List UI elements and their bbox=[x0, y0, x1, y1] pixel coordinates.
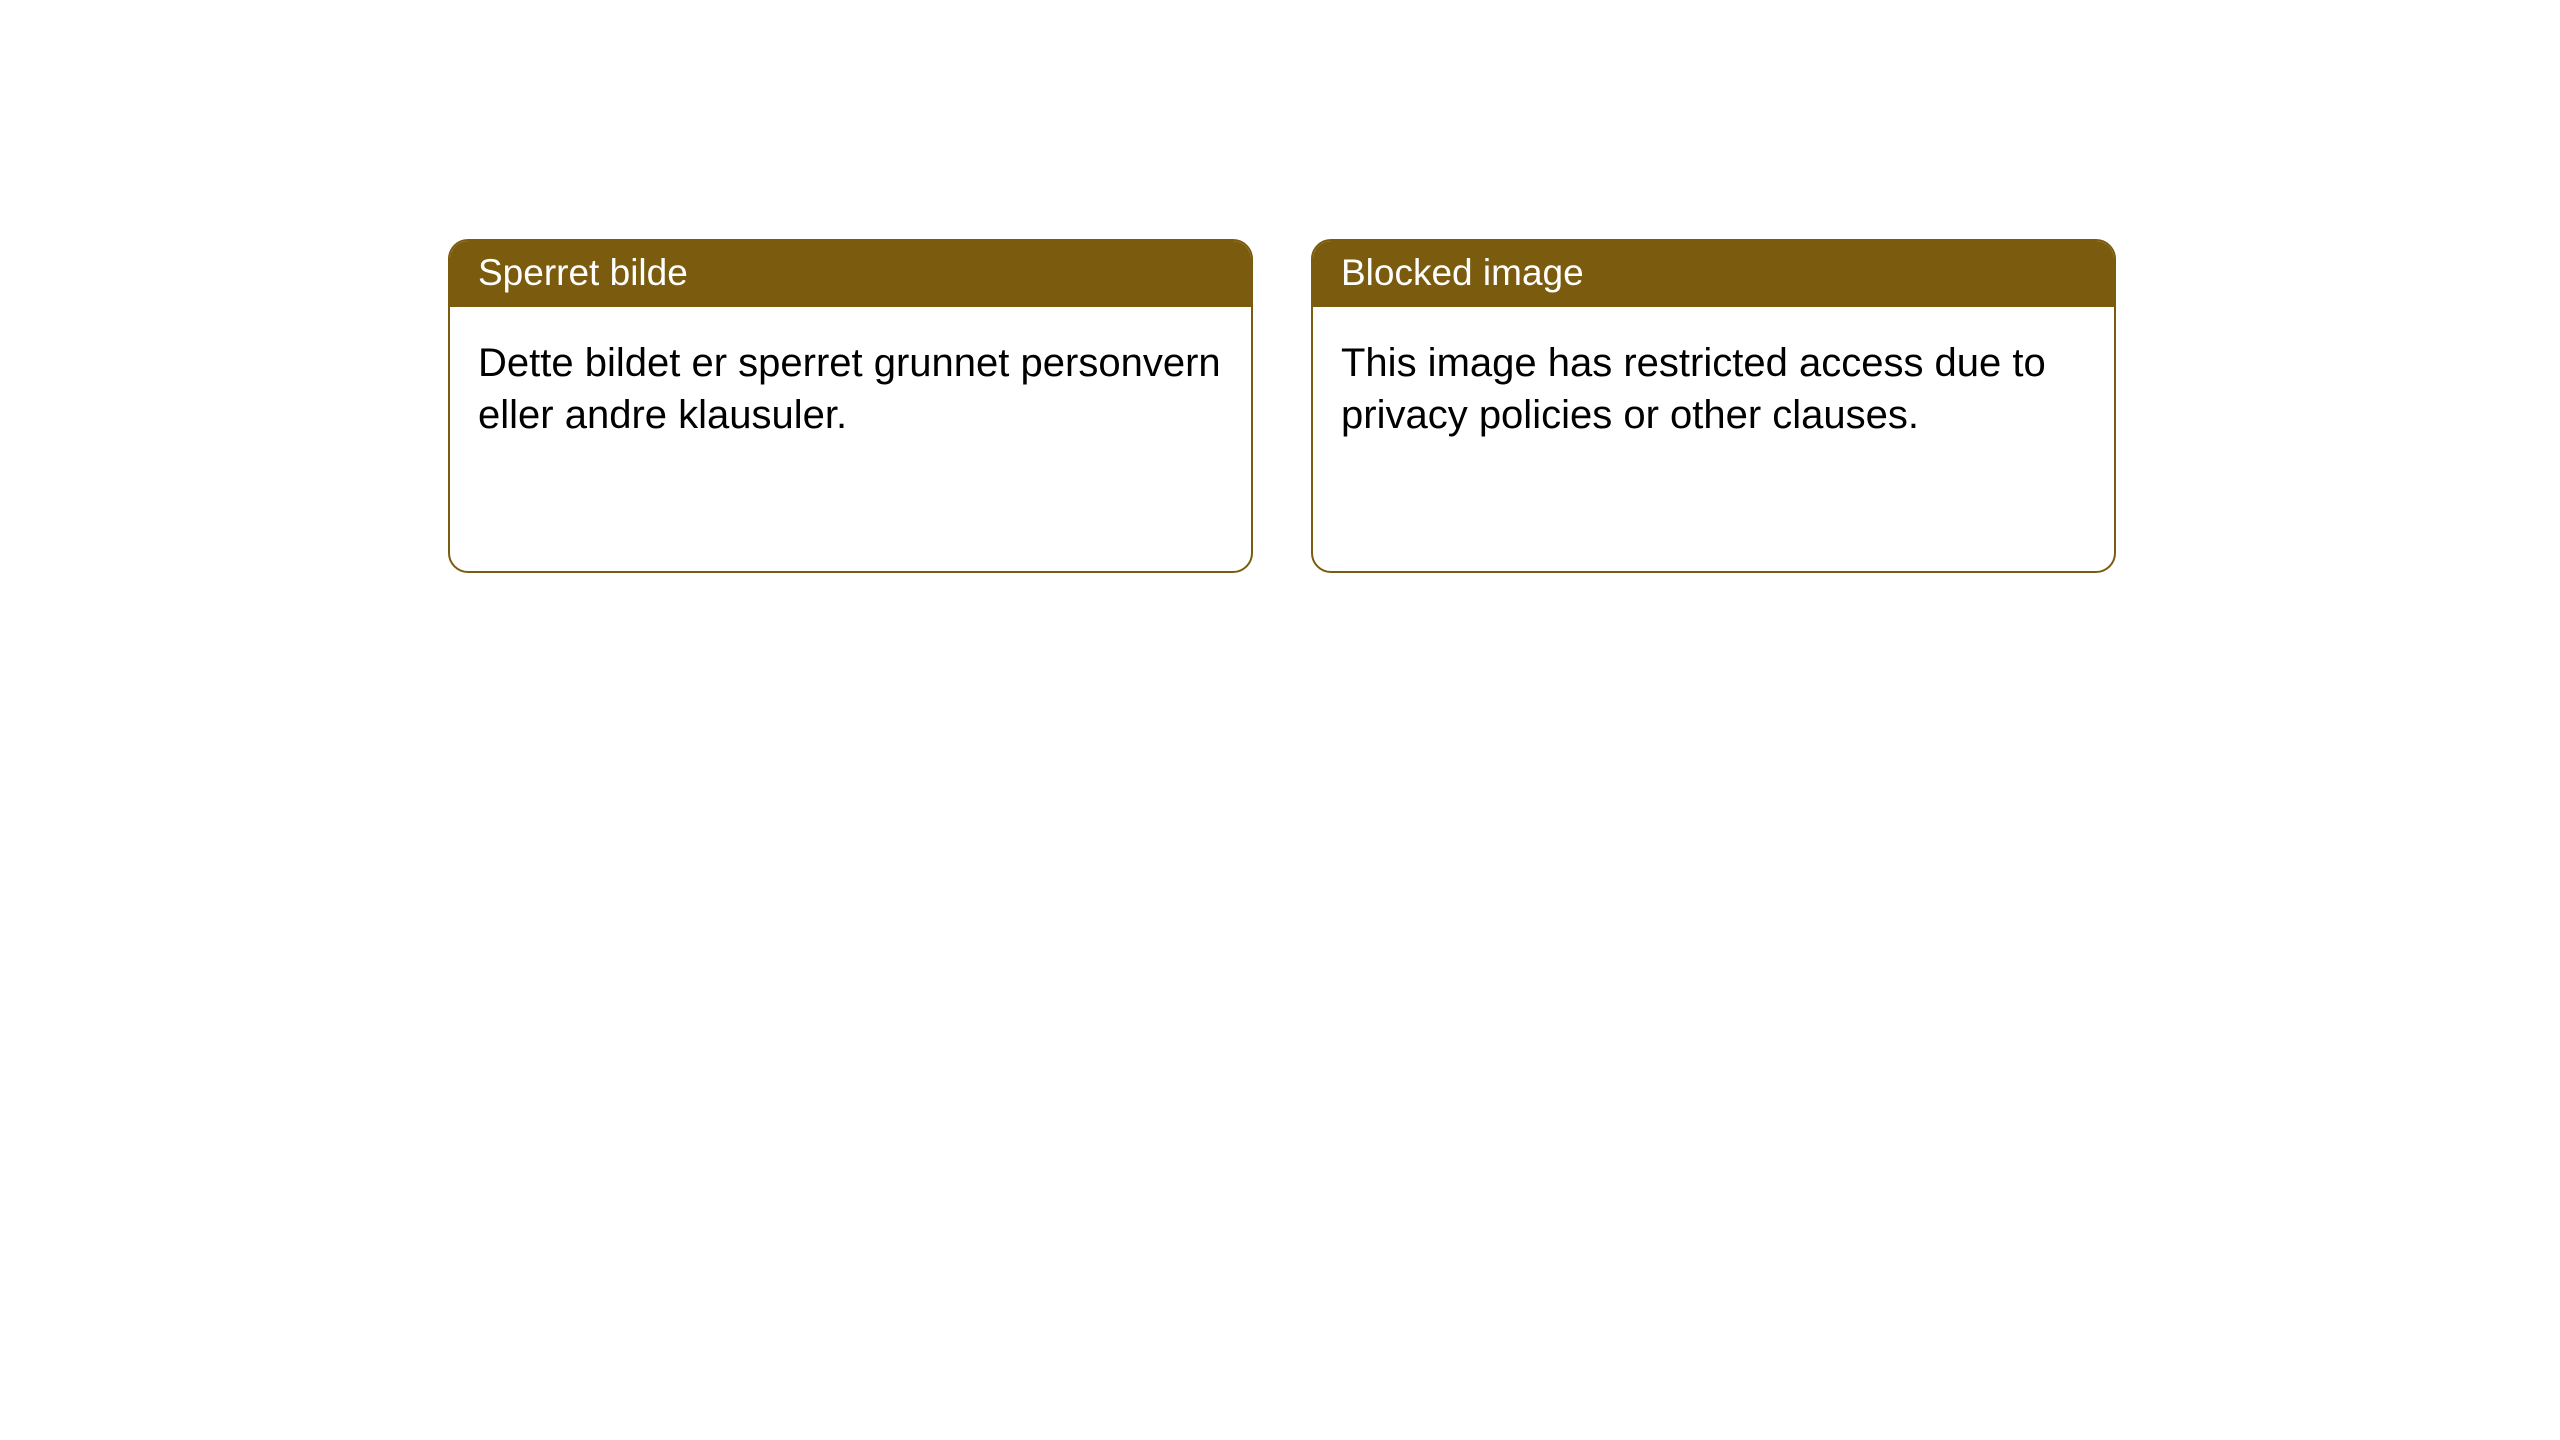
card-title: Sperret bilde bbox=[478, 252, 688, 293]
card-body-text: This image has restricted access due to … bbox=[1341, 341, 2046, 437]
card-body: Dette bildet er sperret grunnet personve… bbox=[450, 307, 1251, 471]
card-header: Sperret bilde bbox=[450, 241, 1251, 307]
notice-card-norwegian: Sperret bilde Dette bildet er sperret gr… bbox=[448, 239, 1253, 573]
card-title: Blocked image bbox=[1341, 252, 1584, 293]
card-body-text: Dette bildet er sperret grunnet personve… bbox=[478, 341, 1221, 437]
card-body: This image has restricted access due to … bbox=[1313, 307, 2114, 471]
notice-card-english: Blocked image This image has restricted … bbox=[1311, 239, 2116, 573]
cards-container: Sperret bilde Dette bildet er sperret gr… bbox=[0, 0, 2560, 573]
card-header: Blocked image bbox=[1313, 241, 2114, 307]
